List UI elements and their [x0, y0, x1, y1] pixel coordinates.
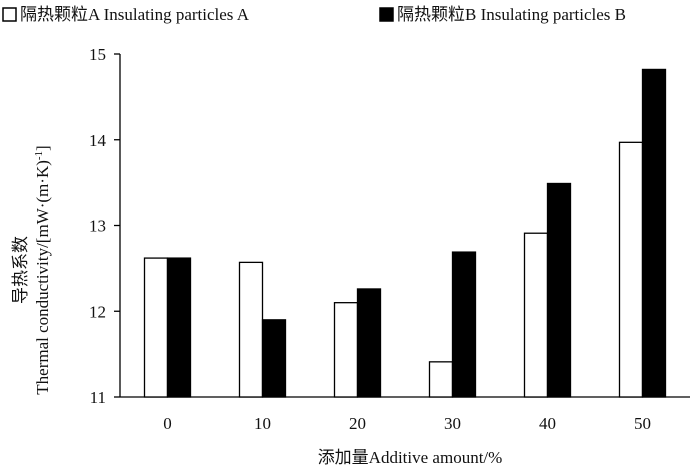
legend-label-a: 隔热颗粒A Insulating particles A — [20, 5, 250, 24]
bar-a-40 — [523, 232, 549, 398]
x-tick-label-0: 0 — [163, 414, 172, 433]
legend-swatch-b — [379, 7, 394, 22]
y-tick-label-12: 12 — [89, 302, 106, 321]
bar-b-50 — [641, 68, 667, 398]
y-axis-title-cn: 导热系数 — [11, 236, 30, 304]
legend-swatch-a — [2, 7, 17, 22]
bar-a-10 — [238, 261, 264, 398]
bar-a-0 — [143, 257, 169, 398]
bar-b-30 — [451, 251, 477, 398]
y-axis-title: 导热系数 Thermal conductivity/[mW·(m·K)-1] — [11, 145, 52, 394]
y-axis-title-close: ] — [33, 145, 52, 151]
x-tick-label-40: 40 — [539, 414, 556, 433]
x-axis-title: 添加量Additive amount/% — [318, 448, 503, 467]
x-tick-label-20: 20 — [349, 414, 366, 433]
bar-a-50 — [618, 141, 644, 398]
legend: 隔热颗粒A Insulating particles A 隔热颗粒B Insul… — [2, 5, 626, 24]
y-tick-label-14: 14 — [89, 131, 107, 150]
y-tick-label-15: 15 — [89, 45, 106, 64]
bar-b-10 — [261, 319, 287, 398]
bar-a-30 — [428, 361, 454, 398]
bar-a-20 — [333, 302, 359, 398]
legend-label-b: 隔热颗粒B Insulating particles B — [397, 5, 626, 24]
bar-b-20 — [356, 288, 382, 398]
y-tick-label-11: 11 — [90, 388, 106, 407]
y-tick-label-13: 13 — [89, 217, 106, 236]
plot-area: 11 12 13 14 15 0 10 20 30 40 50 — [89, 45, 690, 433]
svg-text:导热系数: 导热系数 — [11, 236, 30, 304]
svg-text:Thermal conductivity/[mW·(m·K): Thermal conductivity/[mW·(m·K)-1] — [33, 145, 52, 394]
x-tick-label-30: 30 — [444, 414, 461, 433]
x-tick-label-50: 50 — [634, 414, 651, 433]
bar-b-40 — [546, 182, 572, 398]
bar-b-0 — [166, 257, 192, 398]
y-axis-title-en: Thermal conductivity/[mW·(m·K) — [33, 160, 52, 395]
x-tick-label-10: 10 — [254, 414, 271, 433]
y-axis-title-sup: -1 — [33, 151, 45, 160]
